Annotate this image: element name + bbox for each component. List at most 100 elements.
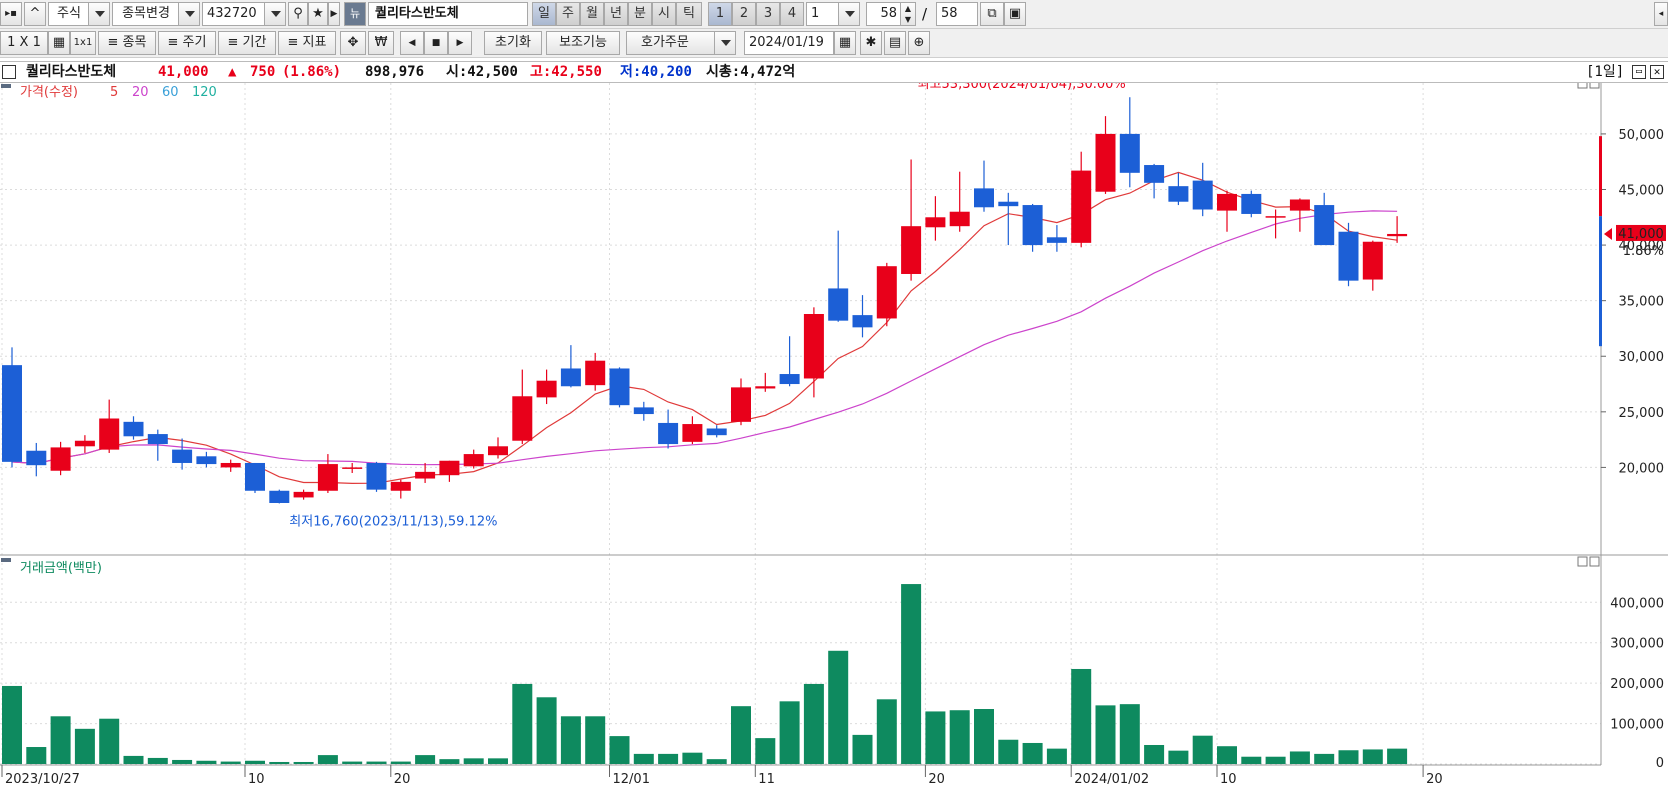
- save-icon[interactable]: ▣: [1004, 2, 1026, 26]
- maximize-icon[interactable]: ▭: [1632, 65, 1646, 79]
- candle-down: [366, 461, 387, 492]
- panel-handle-icon[interactable]: [1, 84, 11, 88]
- volume-bars: [2, 584, 1408, 764]
- candle-down: [26, 442, 47, 477]
- count-spinner-icon[interactable]: ▲ ▼: [900, 2, 916, 26]
- period-hour-button[interactable]: 시: [652, 2, 676, 26]
- candle-body: [731, 387, 751, 422]
- candle-body: [536, 380, 557, 398]
- candle-body: [317, 464, 338, 491]
- period-tick-button[interactable]: 틱: [676, 2, 702, 26]
- candle-body: [269, 490, 290, 503]
- volume-panel-handle-icon[interactable]: [1, 558, 11, 562]
- layout-button[interactable]: 1 X 1: [0, 31, 48, 55]
- chart-settings-icon[interactable]: ▤: [884, 31, 906, 55]
- period-day-button[interactable]: 일: [532, 2, 556, 26]
- period-month-button[interactable]: 월: [580, 2, 604, 26]
- price-panel-max-icon[interactable]: [1577, 83, 1588, 89]
- calendar-icon[interactable]: ▦: [834, 31, 856, 55]
- volume-bar: [512, 683, 533, 764]
- date-tick-label: 10: [1220, 772, 1237, 787]
- date-tick-label: 20: [1426, 772, 1443, 787]
- candle-down: [779, 336, 800, 387]
- volume-bar: [220, 761, 241, 764]
- indicator-button[interactable]: ≡ 지표: [278, 31, 336, 55]
- item-button[interactable]: ≡ 종목: [98, 31, 156, 55]
- multiplier-3-button[interactable]: 3: [756, 2, 780, 26]
- volume-panel-max-icon[interactable]: [1577, 556, 1588, 567]
- reset-button[interactable]: 초기화: [484, 31, 542, 55]
- multiplier-2-button[interactable]: 2: [732, 2, 756, 26]
- stop-icon[interactable]: ■: [424, 31, 448, 55]
- star-icon[interactable]: ★: [308, 2, 328, 26]
- candle-up: [463, 449, 484, 469]
- date-input[interactable]: 2024/01/19: [744, 31, 834, 55]
- count-input[interactable]: 58: [866, 2, 902, 26]
- candle-down: [147, 429, 168, 461]
- period-week-button[interactable]: 주: [556, 2, 580, 26]
- scroll-right-icon[interactable]: ▶: [448, 31, 472, 55]
- add-window-icon[interactable]: ⧉: [980, 2, 1004, 26]
- volume-panel-close-icon[interactable]: [1589, 556, 1600, 567]
- close-icon[interactable]: ✕: [1650, 65, 1664, 79]
- volume-bar: [974, 709, 994, 764]
- market-dropdown-icon[interactable]: [88, 2, 110, 26]
- stock-code-input[interactable]: 432720: [202, 2, 266, 26]
- multiplier-input[interactable]: 1: [806, 2, 840, 26]
- candle-body: [779, 374, 800, 385]
- screen-link-icon[interactable]: ▸▪: [0, 2, 22, 26]
- chevron-up-icon[interactable]: ^: [24, 2, 46, 26]
- grid-icon[interactable]: ▦: [48, 31, 70, 55]
- candle-down: [609, 367, 630, 408]
- range-button[interactable]: ≡ 기간: [218, 31, 276, 55]
- period-button[interactable]: ≡ 주기: [158, 31, 216, 55]
- volume-bar: [560, 716, 581, 764]
- order-button[interactable]: 호가주문: [626, 31, 722, 55]
- change-symbol-dropdown-icon[interactable]: [178, 2, 200, 26]
- arrow-right-icon[interactable]: ▶: [328, 2, 340, 26]
- candle-up: [1387, 216, 1408, 243]
- candle-down: [706, 425, 727, 438]
- period-minute-button[interactable]: 분: [628, 2, 652, 26]
- volume-bar: [1338, 750, 1359, 764]
- candle-down: [828, 230, 849, 322]
- move-icon[interactable]: ✥: [340, 31, 366, 55]
- won-icon[interactable]: ₩: [368, 31, 394, 55]
- ma20-line: [11, 210, 1398, 466]
- date-tick-label: 20: [394, 772, 411, 787]
- select-checkbox[interactable]: [2, 65, 16, 79]
- volume-bar: [609, 736, 630, 764]
- change-symbol-select[interactable]: 종목변경: [112, 2, 180, 26]
- single-layout-icon[interactable]: 1x1: [70, 31, 96, 55]
- candle-up: [901, 159, 922, 281]
- news-icon[interactable]: 뉴: [344, 2, 366, 26]
- current-price-marker: 41,000 1.86%: [1616, 224, 1666, 259]
- order-dropdown-icon[interactable]: [714, 31, 736, 55]
- stock-chart[interactable]: 50,000 45,000 40,000 35,000 30,000 25,000 20,0…: [0, 83, 1668, 792]
- candle-down: [1022, 203, 1043, 252]
- volume-bar: [706, 759, 727, 764]
- multiplier-4-button[interactable]: 4: [780, 2, 804, 26]
- gear-icon[interactable]: ✱: [860, 31, 882, 55]
- scroll-left-icon[interactable]: ◀: [400, 31, 424, 55]
- multiplier-1-button[interactable]: 1: [708, 2, 732, 26]
- stock-code-dropdown-icon[interactable]: [264, 2, 286, 26]
- multiplier-dropdown-icon[interactable]: [838, 2, 860, 26]
- legend-ma5: 5: [110, 85, 118, 100]
- volume-bar: [1192, 735, 1213, 764]
- aux-button[interactable]: 보조기능: [546, 31, 620, 55]
- zoom-icon[interactable]: ⊕: [908, 31, 930, 55]
- collapse-panel-icon[interactable]: ◂: [1654, 2, 1668, 26]
- price-tick-label: 30,000: [1619, 350, 1665, 365]
- search-icon[interactable]: ⚲: [288, 2, 308, 26]
- volume-bar: [196, 760, 217, 764]
- period-year-button[interactable]: 년: [604, 2, 628, 26]
- market-select[interactable]: 주식: [48, 2, 90, 26]
- volume-bar: [949, 710, 970, 764]
- candle-body: [1071, 170, 1092, 243]
- price-panel-close-icon[interactable]: [1589, 83, 1600, 89]
- candle-body: [366, 462, 387, 490]
- volume-bar: [1265, 756, 1286, 764]
- volume-bar: [172, 759, 193, 764]
- candle-down: [974, 160, 994, 212]
